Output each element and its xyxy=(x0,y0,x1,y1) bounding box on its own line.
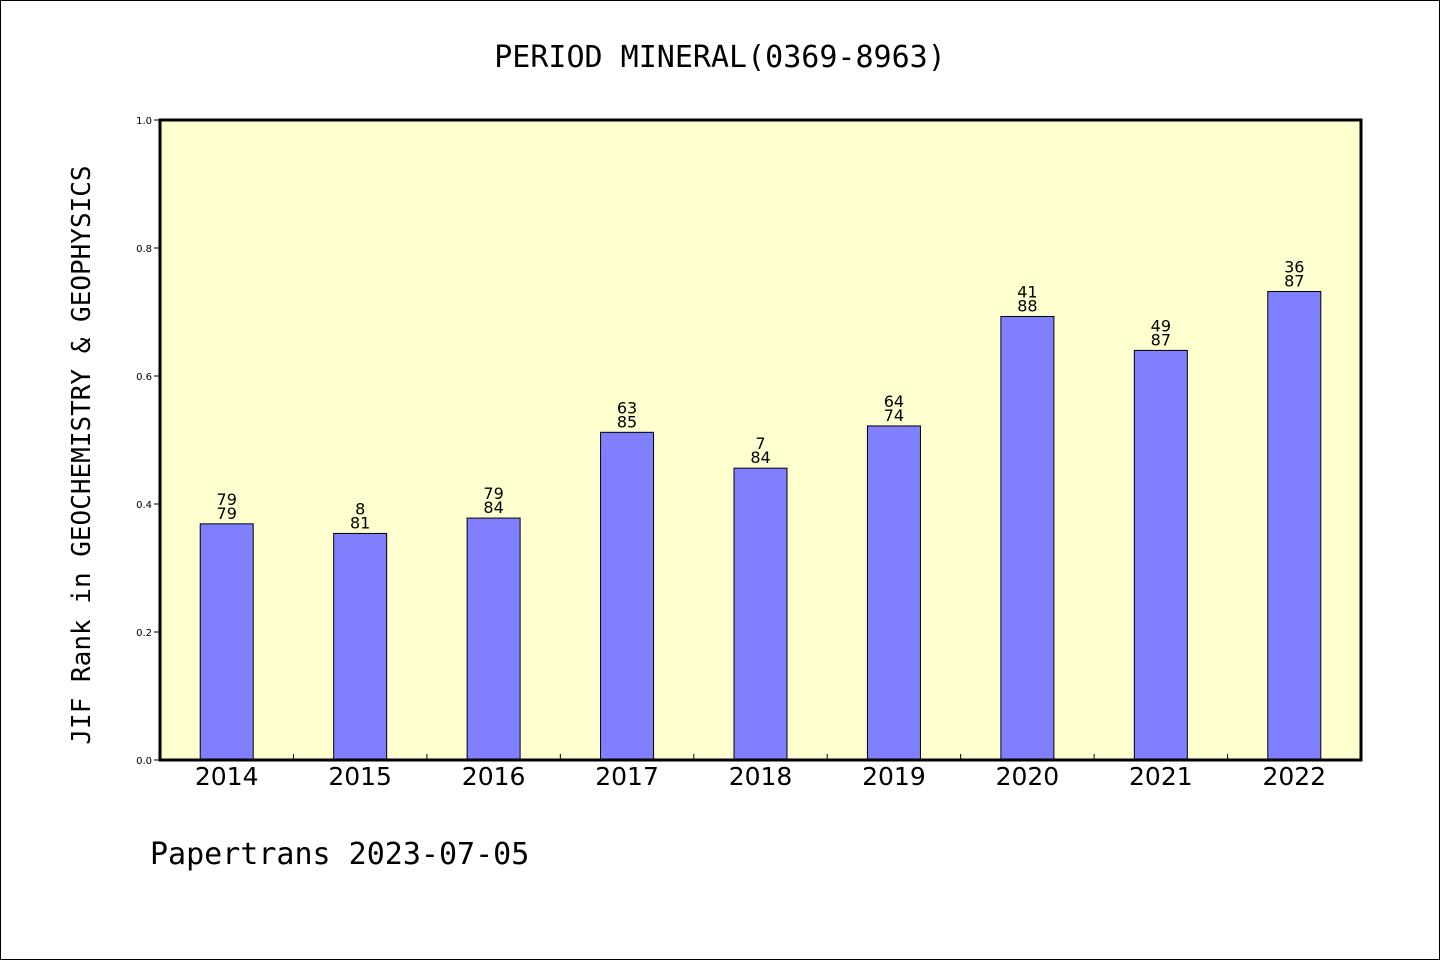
bar-total-label: 84 xyxy=(483,498,503,517)
x-tick-label: 2020 xyxy=(996,762,1060,791)
bar-total-label: 84 xyxy=(750,448,770,467)
y-tick-label: 0.2 xyxy=(136,628,152,639)
y-tick-label: 0.0 xyxy=(136,756,152,767)
x-tick-label: 2019 xyxy=(862,762,926,791)
footer-credit: Papertrans 2023-07-05 xyxy=(150,837,529,872)
plot-frame xyxy=(158,118,1363,762)
y-axis-label: JIF Rank in GEOCHEMISTRY & GEOPHYSICS xyxy=(67,165,97,744)
y-tick-label: 1.0 xyxy=(136,116,152,127)
x-axis-ticks: 2014 2015 2016 2017 2018 2019 2020 2021 2022 xyxy=(195,754,1326,791)
x-tick-label: 2022 xyxy=(1262,762,1326,791)
bar-total-label: 74 xyxy=(884,406,904,425)
bar-rank-label: 36 xyxy=(1284,258,1304,277)
bar-2014 xyxy=(199,523,254,761)
y-tick-label: 0.4 xyxy=(136,500,152,511)
bar-total-label: 87 xyxy=(1151,330,1171,349)
bar-2022 xyxy=(1267,291,1322,761)
bar-rank-label: 8 xyxy=(355,499,365,518)
bar-2016 xyxy=(466,517,521,761)
bar-rank-label: 79 xyxy=(483,484,503,503)
x-tick-label: 2014 xyxy=(195,762,259,791)
bar-2017 xyxy=(600,431,655,761)
bar-total-label: 85 xyxy=(617,412,637,431)
x-tick-label: 2016 xyxy=(462,762,526,791)
bar-2019 xyxy=(866,425,921,761)
bar-total-label: 88 xyxy=(1017,296,1037,315)
bar-rank-label: 7 xyxy=(755,434,765,453)
chart-title: PERIOD MINERAL(0369-8963) xyxy=(494,40,946,75)
bar-rank-label: 79 xyxy=(217,490,237,509)
bars xyxy=(199,291,1322,761)
y-tick-label: 0.8 xyxy=(136,244,152,255)
bar-rank-label: 41 xyxy=(1017,282,1037,301)
y-tick-label: 0.6 xyxy=(136,372,152,383)
bar-rank-label: 64 xyxy=(884,392,904,411)
bar-total-label: 79 xyxy=(217,504,237,523)
x-tick-label: 2018 xyxy=(729,762,793,791)
bar-total-label: 87 xyxy=(1284,272,1304,291)
x-tick-label: 2017 xyxy=(595,762,659,791)
bar-2020 xyxy=(1000,315,1055,761)
x-tick-label: 2021 xyxy=(1129,762,1193,791)
bar-2018 xyxy=(733,467,788,761)
bar-rank-label: 63 xyxy=(617,398,637,417)
bar-2015 xyxy=(333,532,388,761)
x-tick-label: 2015 xyxy=(328,762,392,791)
bar-2021 xyxy=(1133,349,1188,761)
bar-total-label: 81 xyxy=(350,513,370,532)
bar-rank-label: 49 xyxy=(1151,316,1171,335)
